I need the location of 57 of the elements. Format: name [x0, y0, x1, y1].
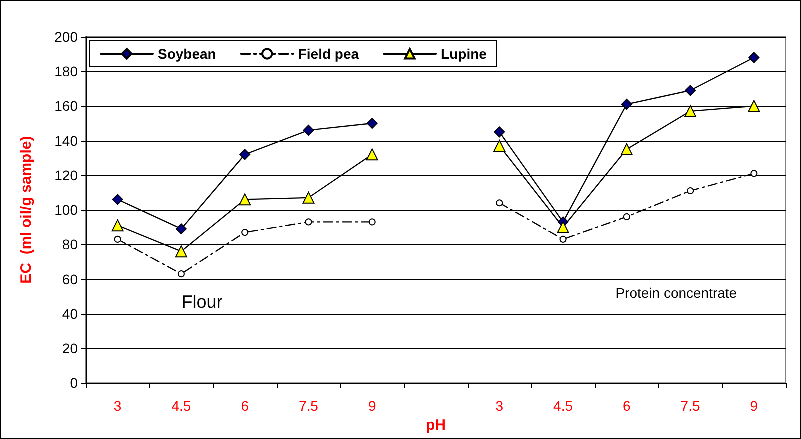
y-tick-label: 100: [54, 202, 78, 218]
x-tick-label: 6: [241, 398, 250, 414]
y-tick-label: 200: [54, 29, 78, 45]
point: [242, 229, 249, 236]
x-axis-title: pH: [426, 417, 446, 434]
point: [176, 224, 187, 235]
x-tick-label: 4.5: [554, 398, 574, 414]
point: [687, 188, 694, 195]
point: [368, 218, 376, 226]
legend-label: Lupine: [441, 46, 488, 62]
point: [684, 105, 697, 118]
point: [303, 124, 314, 136]
point: [240, 149, 251, 160]
y-tick-label: 60: [62, 271, 78, 288]
point: [557, 221, 570, 234]
point: [239, 194, 252, 206]
y-tick-label: 20: [62, 340, 78, 356]
y-tick-label: 180: [54, 64, 78, 80]
y-tick-label: 80: [62, 236, 78, 253]
y-tick-label: 40: [62, 306, 78, 322]
point: [560, 236, 567, 243]
legend-label: Field pea: [298, 46, 360, 62]
point: [494, 126, 506, 138]
x-tick-label: 6: [623, 398, 632, 414]
point: [748, 52, 760, 64]
point: [112, 220, 124, 232]
point: [112, 194, 124, 206]
x-tick-label: 3: [496, 398, 504, 414]
x-tick-label: 9: [368, 398, 376, 414]
point: [302, 192, 315, 204]
x-tick-label: 4.5: [172, 398, 192, 414]
point: [621, 98, 632, 110]
x-tick-label: 3: [114, 398, 122, 414]
y-axis-title: EC (ml oil/g sample): [18, 136, 35, 284]
point: [305, 218, 312, 226]
point: [685, 85, 696, 96]
x-tick-label: 9: [750, 398, 758, 414]
point: [175, 246, 188, 258]
point: [114, 236, 122, 243]
point: [494, 140, 506, 152]
y-tick-label: 120: [54, 167, 78, 184]
point: [178, 270, 185, 278]
y-tick-label: 160: [54, 98, 78, 114]
x-tick-label: 7.5: [680, 398, 700, 414]
point: [748, 100, 760, 112]
point: [366, 148, 378, 161]
y-tick-label: 0: [70, 375, 78, 392]
point: [620, 143, 633, 156]
x-tick-label: 7.5: [298, 398, 319, 414]
point: [750, 170, 758, 178]
point: [496, 200, 504, 207]
y-tick-label: 140: [54, 132, 78, 149]
annotation: Flour: [182, 292, 223, 312]
legend-label: Soybean: [158, 46, 216, 62]
point: [366, 118, 378, 130]
point: [623, 213, 630, 220]
annotation: Protein concentrate: [616, 285, 738, 301]
